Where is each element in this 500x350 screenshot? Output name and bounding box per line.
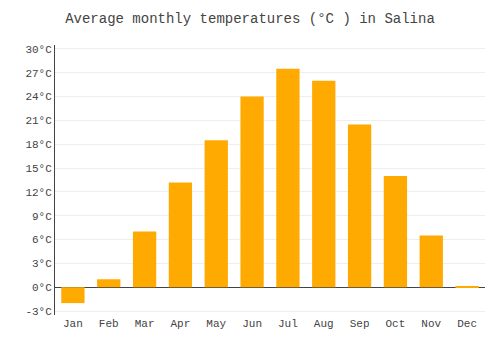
svg-text:Feb: Feb [99,318,119,330]
svg-text:Apr: Apr [171,318,191,330]
svg-text:Aug: Aug [314,318,334,330]
svg-text:27°C: 27°C [25,68,52,80]
svg-text:0°C: 0°C [32,282,52,294]
svg-text:May: May [206,318,226,330]
svg-text:6°C: 6°C [32,234,52,246]
svg-text:Jan: Jan [63,318,83,330]
svg-text:15°C: 15°C [25,163,52,175]
svg-text:12°C: 12°C [25,187,52,199]
svg-text:Sep: Sep [350,318,370,330]
svg-text:Jun: Jun [242,318,262,330]
svg-text:Jul: Jul [278,318,298,330]
svg-text:Dec: Dec [457,318,477,330]
svg-text:30°C: 30°C [25,44,52,56]
svg-text:-3°C: -3°C [25,306,52,318]
svg-text:Mar: Mar [135,318,155,330]
svg-text:21°C: 21°C [25,115,52,127]
svg-text:3°C: 3°C [32,258,52,270]
svg-text:18°C: 18°C [25,139,52,151]
svg-text:Average monthly temperatures (: Average monthly temperatures (°C ) in Sa… [65,11,435,27]
svg-text:Nov: Nov [421,318,441,330]
svg-text:Oct: Oct [386,318,406,330]
svg-text:9°C: 9°C [32,211,52,223]
svg-text:24°C: 24°C [25,91,52,103]
